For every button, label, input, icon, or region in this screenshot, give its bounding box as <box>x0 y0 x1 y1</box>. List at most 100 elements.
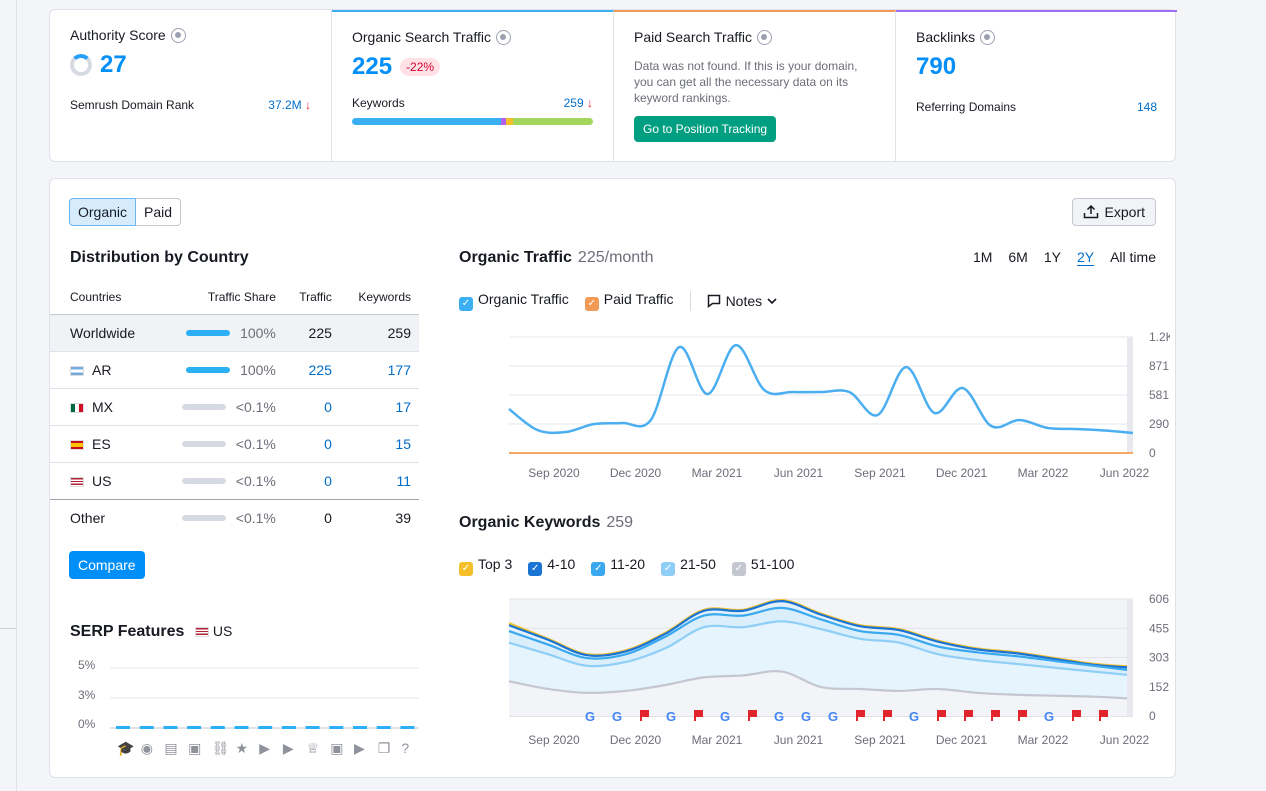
note-icon <box>707 294 720 308</box>
checkbox-icon: ✓ <box>591 561 606 576</box>
info-globe-icon[interactable] <box>170 27 186 43</box>
info-globe-icon[interactable] <box>980 29 996 45</box>
note-flag-icon[interactable] <box>1018 710 1027 721</box>
x-tick-label: Mar 2021 <box>692 733 743 747</box>
google-update-icon[interactable]: G <box>1044 709 1054 724</box>
keywords-value[interactable]: 17 <box>339 387 419 425</box>
serp-feature-icon[interactable]: ▣ <box>330 740 343 756</box>
period-1y[interactable]: 1Y <box>1043 249 1061 265</box>
serp-feature-icon[interactable]: ♕ <box>307 740 320 756</box>
series-line-11-20[interactable] <box>508 606 1134 672</box>
serp-feature-icon[interactable]: ⛓ <box>212 740 230 756</box>
google-update-icon[interactable]: G <box>828 709 838 724</box>
google-update-icon[interactable]: G <box>612 709 622 724</box>
note-flag-icon[interactable] <box>694 710 703 721</box>
note-flag-icon[interactable] <box>748 710 757 721</box>
rank-value[interactable]: 37.2M <box>268 98 302 112</box>
keywords-distribution-bar <box>352 118 593 125</box>
tab-paid[interactable]: Paid <box>136 198 182 226</box>
note-flag-icon[interactable] <box>883 710 892 721</box>
legend-21-50[interactable]: ✓ 21-50 <box>661 556 716 576</box>
export-button[interactable]: Export <box>1071 198 1156 226</box>
legend-organic-traffic[interactable]: ✓ Organic Traffic <box>459 291 569 311</box>
note-flag-icon[interactable] <box>640 710 649 721</box>
note-flag-icon[interactable] <box>991 710 1000 721</box>
organic-traffic-value[interactable]: 225 <box>352 53 393 80</box>
series-line-organic-traffic[interactable] <box>508 343 1134 435</box>
google-update-icon[interactable]: G <box>666 709 676 724</box>
google-update-icon[interactable]: G <box>774 709 784 724</box>
backlinks-value[interactable]: 790 <box>916 53 957 80</box>
legend-4-10[interactable]: ✓ 4-10 <box>528 556 575 576</box>
table-row[interactable]: Worldwide 100% 225 259 <box>50 313 419 351</box>
serp-y-tick: 5% <box>78 658 96 672</box>
table-row[interactable]: MX <0.1% 0 17 <box>50 387 419 425</box>
chart-scroll-edge <box>1127 599 1133 716</box>
notes-dropdown[interactable]: Notes <box>707 293 778 309</box>
serp-country: US <box>212 623 233 639</box>
table-row[interactable]: Other <0.1% 0 39 <box>50 498 419 536</box>
keywords-value[interactable]: 11 <box>339 461 419 499</box>
keywords-value[interactable]: 15 <box>339 424 419 462</box>
traffic-value[interactable]: 0 <box>283 387 340 425</box>
google-update-icon[interactable]: G <box>585 709 595 724</box>
series-line-4-10[interactable] <box>508 600 1134 669</box>
legend-51-100[interactable]: ✓ 51-100 <box>731 556 794 576</box>
serp-feature-icon[interactable]: ❐ <box>378 740 391 756</box>
series-line-51-100[interactable] <box>508 670 1134 700</box>
compare-button[interactable]: Compare <box>69 551 145 579</box>
note-flag-icon[interactable] <box>856 710 865 721</box>
legend-11-20[interactable]: ✓ 11-20 <box>591 556 645 576</box>
table-row[interactable]: AR 100% 225 177 <box>50 350 419 388</box>
period-2y[interactable]: 2Y <box>1076 249 1095 266</box>
period-all-time[interactable]: All time <box>1110 249 1156 265</box>
y-tick-label: 290 <box>1149 417 1169 431</box>
legend-top3[interactable]: ✓ Top 3 <box>459 556 512 576</box>
traffic-value[interactable]: 0 <box>283 461 340 499</box>
tab-organic[interactable]: Organic <box>69 198 137 226</box>
serp-feature-icon[interactable]: 🎓 <box>117 740 134 757</box>
note-flag-icon[interactable] <box>937 710 946 721</box>
serp-feature-icon[interactable]: ▶ <box>354 740 365 756</box>
legend-paid-traffic[interactable]: ✓ Paid Traffic <box>584 291 674 311</box>
keywords-label: Keywords <box>352 96 405 110</box>
metrics-card: Authority Score 27 Semrush Domain Rank 37… <box>49 9 1177 162</box>
x-tick-label: Dec 2020 <box>610 466 662 480</box>
serp-feature-icon[interactable]: ◉ <box>141 740 153 756</box>
position-tracking-button[interactable]: Go to Position Tracking <box>634 116 777 142</box>
series-line-21-50[interactable] <box>508 620 1134 677</box>
authority-ring-icon <box>70 54 92 76</box>
period-1m[interactable]: 1M <box>972 249 993 265</box>
note-flag-icon[interactable] <box>964 710 973 721</box>
table-row[interactable]: US <0.1% 0 11 <box>50 461 419 499</box>
google-update-icon[interactable]: G <box>720 709 730 724</box>
x-tick-label: Dec 2020 <box>610 733 662 747</box>
country-name: US <box>92 472 112 489</box>
traffic-value[interactable]: 0 <box>283 424 340 462</box>
serp-feature-icon[interactable]: ▶ <box>259 740 270 756</box>
serp-feature-icon[interactable]: ▶ <box>283 740 294 756</box>
x-tick-label: Mar 2022 <box>1018 733 1069 747</box>
serp-feature-icon[interactable]: ▤ <box>164 740 177 756</box>
google-update-icon[interactable]: G <box>801 709 811 724</box>
authority-score-value[interactable]: 27 <box>100 51 127 78</box>
traffic-value[interactable]: 225 <box>283 350 340 388</box>
note-flag-icon[interactable] <box>1072 710 1081 721</box>
table-row[interactable]: ES <0.1% 0 15 <box>50 424 419 462</box>
organic-keywords-sub: 259 <box>606 514 634 531</box>
keywords-value[interactable]: 259 <box>563 96 584 110</box>
info-globe-icon[interactable] <box>496 29 512 45</box>
keywords-value[interactable]: 177 <box>339 350 419 388</box>
serp-feature-icon[interactable]: ★ <box>236 740 249 756</box>
note-flag-icon[interactable] <box>1099 710 1108 721</box>
share-bar <box>181 514 226 521</box>
arrow-down-icon: ↓ <box>305 98 311 112</box>
serp-feature-icon[interactable]: ▣ <box>188 740 201 756</box>
google-update-icon[interactable]: G <box>909 709 919 724</box>
serp-feature-icon[interactable]: ? <box>401 740 409 756</box>
info-globe-icon[interactable] <box>757 29 773 45</box>
notes-label: Notes <box>725 293 763 309</box>
x-tick-label: Jun 2022 <box>1100 733 1150 747</box>
referring-domains-value[interactable]: 148 <box>1136 100 1157 114</box>
period-6m[interactable]: 6M <box>1008 249 1028 265</box>
